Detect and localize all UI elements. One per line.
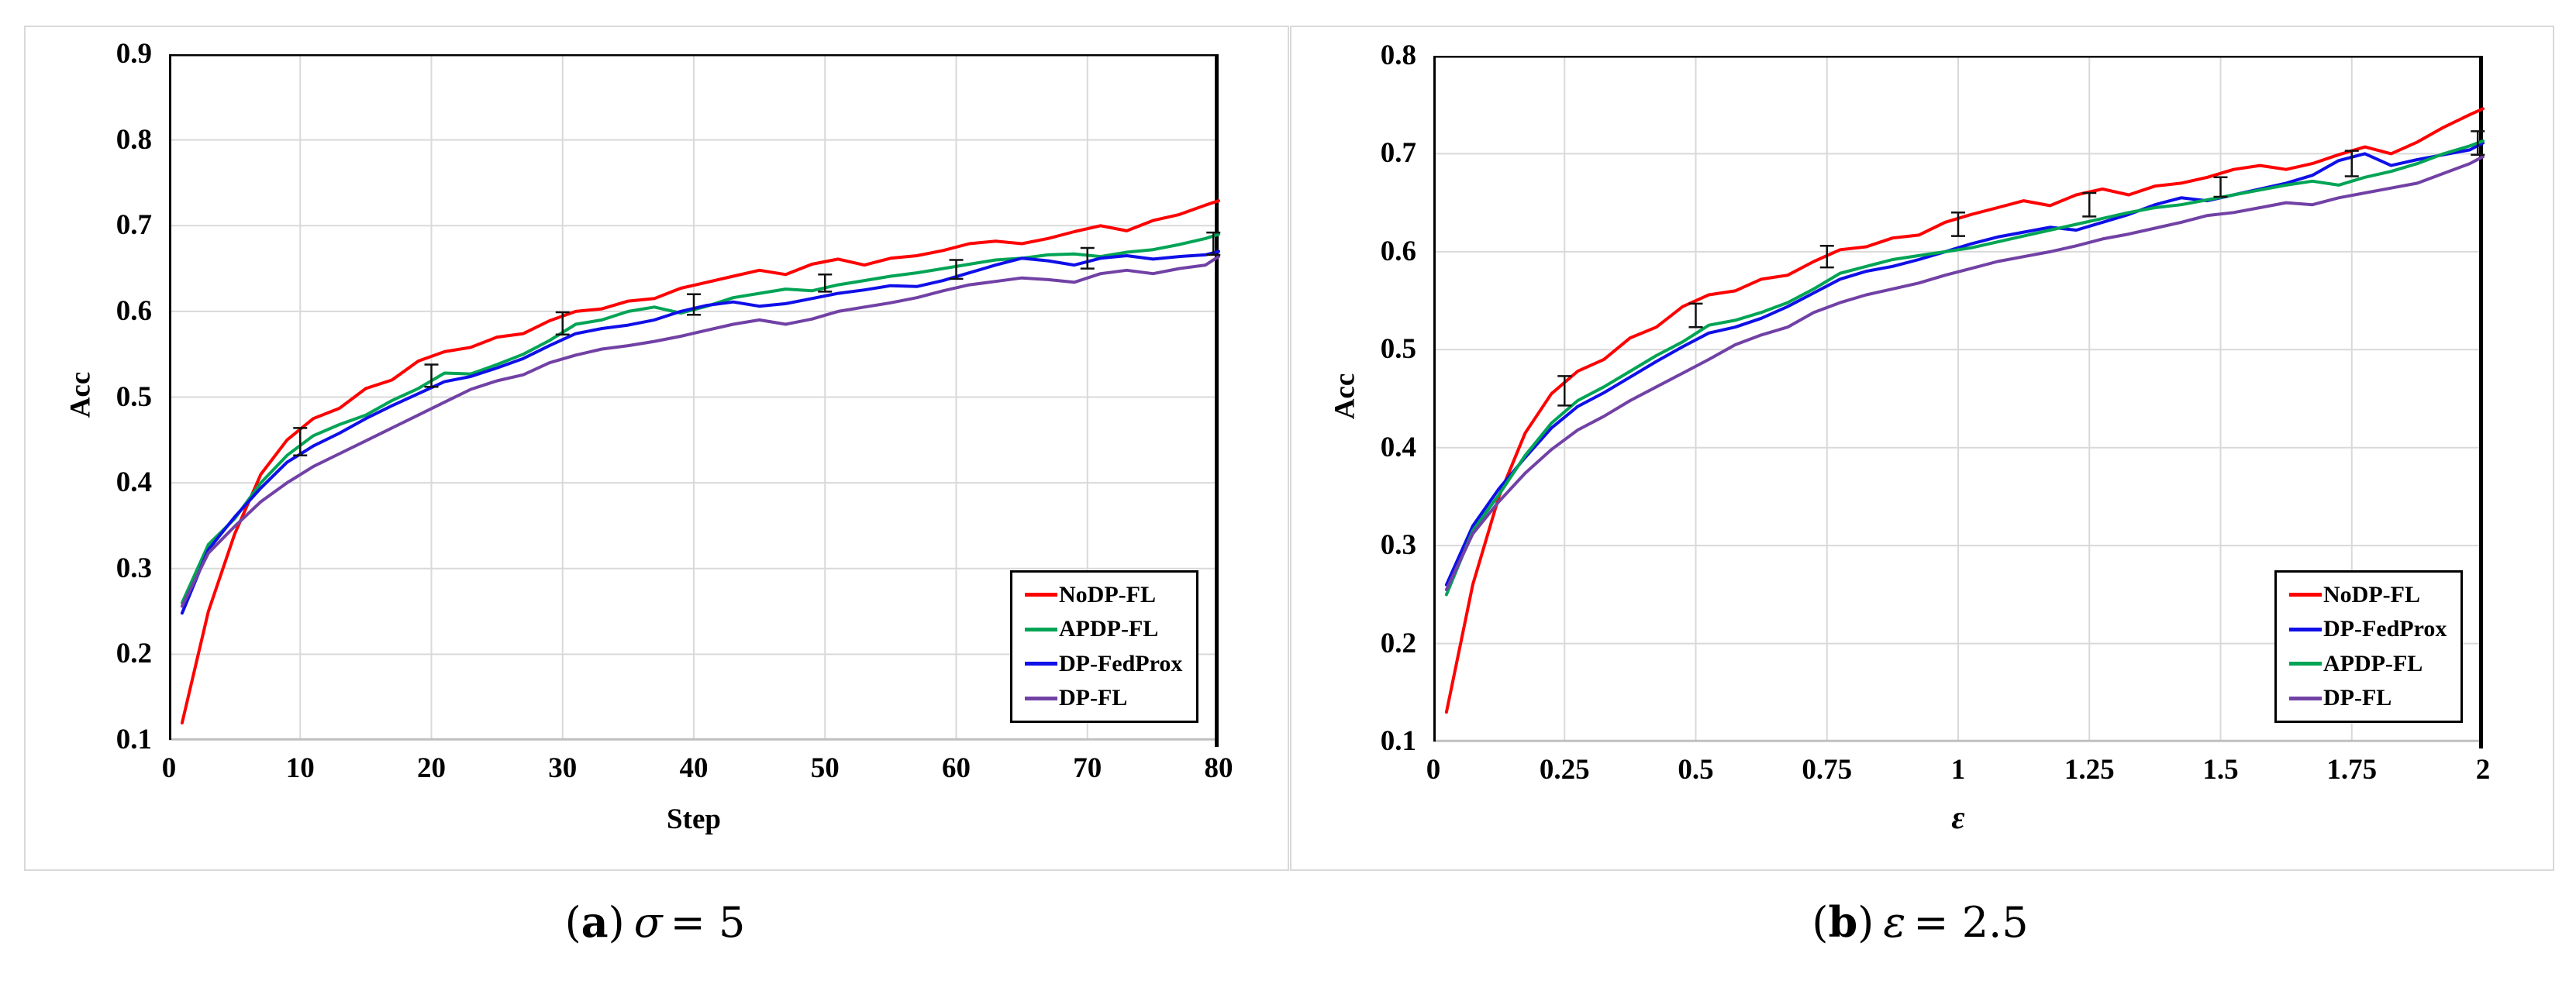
chart-b-x-tick-label: 1.25 bbox=[2064, 754, 2115, 786]
chart-a-x-tick-label: 20 bbox=[417, 752, 446, 784]
chart-b-y-tick-label: 0.4 bbox=[1380, 431, 1416, 463]
chart-a-x-tick-label: 50 bbox=[810, 752, 840, 784]
chart-b-canvas bbox=[1433, 56, 2485, 748]
chart-b-x-tick-label: 2 bbox=[2475, 754, 2491, 786]
chart-b-x-tick-label: 0.75 bbox=[1802, 754, 1853, 786]
legend-item-label: APDP-FL bbox=[2323, 650, 2423, 676]
chart-a-x-tick-label: 80 bbox=[1204, 752, 1233, 784]
caption-a-symbol: σ bbox=[633, 898, 663, 947]
series-line-NoDP-FL bbox=[1444, 107, 2485, 714]
chart-a-y-axis-title: Acc bbox=[64, 371, 97, 418]
legend-item: DP-FedProx bbox=[2289, 612, 2460, 646]
legend-item-label: NoDP-FL bbox=[2323, 581, 2420, 607]
legend-item: APDP-FL bbox=[1025, 612, 1196, 646]
legend-item: NoDP-FL bbox=[2289, 578, 2460, 612]
legend-item-label: NoDP-FL bbox=[1059, 581, 1156, 607]
chart-a-legend: NoDP-FL APDP-FL DP-FedProx DP-FL bbox=[1010, 570, 1198, 723]
legend-line-sample-NoDP-FL bbox=[1025, 593, 1057, 597]
caption-b-symbol: ε bbox=[1883, 898, 1906, 947]
chart-a-x-tick-label: 70 bbox=[1073, 752, 1102, 784]
plot-border bbox=[1433, 56, 2483, 748]
chart-b-y-tick-label: 0.3 bbox=[1380, 529, 1416, 562]
figure-panel-a bbox=[24, 26, 1289, 871]
legend-item: APDP-FL bbox=[2289, 647, 2460, 681]
legend-line-sample-DP-FedProx bbox=[2289, 627, 2322, 631]
chart-b-x-tick-label: 0 bbox=[1426, 754, 1441, 786]
series-line-DP-FedProx bbox=[1444, 141, 2485, 587]
error-bars bbox=[293, 231, 1221, 456]
legend-line-sample-DP-FedProx bbox=[1025, 662, 1057, 666]
caption-a-open: ( bbox=[564, 898, 581, 947]
chart-b-y-tick-label: 0.6 bbox=[1380, 235, 1416, 267]
error-bars bbox=[1557, 130, 2485, 407]
chart-b-x-tick-label: 1.75 bbox=[2326, 754, 2378, 786]
legend-item: DP-FL bbox=[1025, 681, 1196, 715]
legend-line-sample-DP-FL bbox=[2289, 696, 2322, 700]
series-line-APDP-FL bbox=[180, 232, 1220, 604]
caption-b: (b) ε = 2.5 bbox=[1571, 897, 2269, 947]
chart-a-y-tick-label: 0.3 bbox=[116, 552, 152, 584]
chart-b-y-tick-label: 0.7 bbox=[1380, 137, 1416, 170]
chart-b-x-axis-title: ε bbox=[1951, 800, 1965, 836]
chart-b-y-tick-label: 0.8 bbox=[1380, 40, 1416, 71]
series-line-DP-FL bbox=[180, 255, 1220, 608]
legend-item: DP-FL bbox=[2289, 681, 2460, 715]
chart-a-y-tick-label: 0.2 bbox=[116, 638, 152, 670]
chart-b-x-tick-label: 1.5 bbox=[2202, 754, 2239, 786]
chart-a-x-tick-label: 60 bbox=[942, 752, 971, 784]
chart-a-y-tick-label: 0.4 bbox=[116, 466, 152, 499]
chart-b-legend: NoDP-FL DP-FedProx APDP-FL DP-FL bbox=[2274, 570, 2463, 723]
caption-b-formula: = 2.5 bbox=[1913, 898, 2029, 947]
chart-b-y-tick-label: 0.5 bbox=[1380, 333, 1416, 366]
chart-a-x-tick-label: 10 bbox=[285, 752, 315, 784]
chart-b-x-tick-label: 1 bbox=[1950, 754, 1966, 786]
chart-a-y-tick-label: 0.5 bbox=[116, 380, 152, 413]
legend-item-label: APDP-FL bbox=[1059, 616, 1159, 642]
chart-a-y-tick-label: 0.8 bbox=[116, 123, 152, 156]
chart-a-x-tick-label: 40 bbox=[679, 752, 709, 784]
caption-b-letter: b bbox=[1828, 897, 1858, 947]
legend-item: NoDP-FL bbox=[1025, 578, 1196, 612]
legend-line-sample-APDP-FL bbox=[2289, 662, 2322, 666]
series-line-DP-FedProx bbox=[180, 249, 1220, 615]
chart-b-y-tick-label: 0.2 bbox=[1380, 627, 1416, 659]
chart-a-y-tick-label: 0.7 bbox=[116, 209, 152, 242]
caption-b-close: ) bbox=[1857, 898, 1874, 947]
caption-b-open: ( bbox=[1812, 898, 1829, 947]
chart-b-y-axis-title: Acc bbox=[1329, 373, 1361, 420]
legend-item-label: DP-FedProx bbox=[1059, 650, 1183, 676]
legend-line-sample-DP-FL bbox=[1025, 696, 1057, 700]
chart-a-y-tick-label: 0.9 bbox=[116, 38, 152, 70]
caption-a-formula: = 5 bbox=[670, 898, 746, 947]
legend-item-label: DP-FL bbox=[1059, 685, 1128, 711]
chart-a-y-tick-label: 0.6 bbox=[116, 294, 152, 327]
legend-item-label: DP-FL bbox=[2323, 685, 2392, 711]
caption-a-close: ) bbox=[608, 898, 625, 947]
caption-a-letter: a bbox=[581, 897, 609, 947]
legend-line-sample-NoDP-FL bbox=[2289, 593, 2322, 597]
chart-a-x-tick-label: 30 bbox=[548, 752, 578, 784]
legend-item-label: DP-FedProx bbox=[2323, 616, 2447, 642]
chart-a-x-tick-label: 0 bbox=[161, 752, 177, 784]
chart-a-x-axis-title: Step bbox=[667, 803, 721, 835]
legend-item: DP-FedProx bbox=[1025, 647, 1196, 681]
legend-line-sample-APDP-FL bbox=[1025, 627, 1057, 631]
series-line-DP-FL bbox=[1444, 155, 2485, 591]
caption-a: (a) σ = 5 bbox=[306, 897, 1004, 947]
chart-b-x-tick-label: 0.25 bbox=[1539, 754, 1590, 786]
chart-a-canvas bbox=[169, 54, 1221, 747]
plot-border bbox=[169, 54, 1219, 747]
chart-b-x-tick-label: 0.5 bbox=[1678, 754, 1714, 786]
chart-a-y-tick-label: 0.1 bbox=[116, 724, 152, 755]
chart-b-y-tick-label: 0.1 bbox=[1380, 725, 1416, 757]
series-line-APDP-FL bbox=[1444, 139, 2485, 597]
series-line-NoDP-FL bbox=[180, 199, 1220, 724]
